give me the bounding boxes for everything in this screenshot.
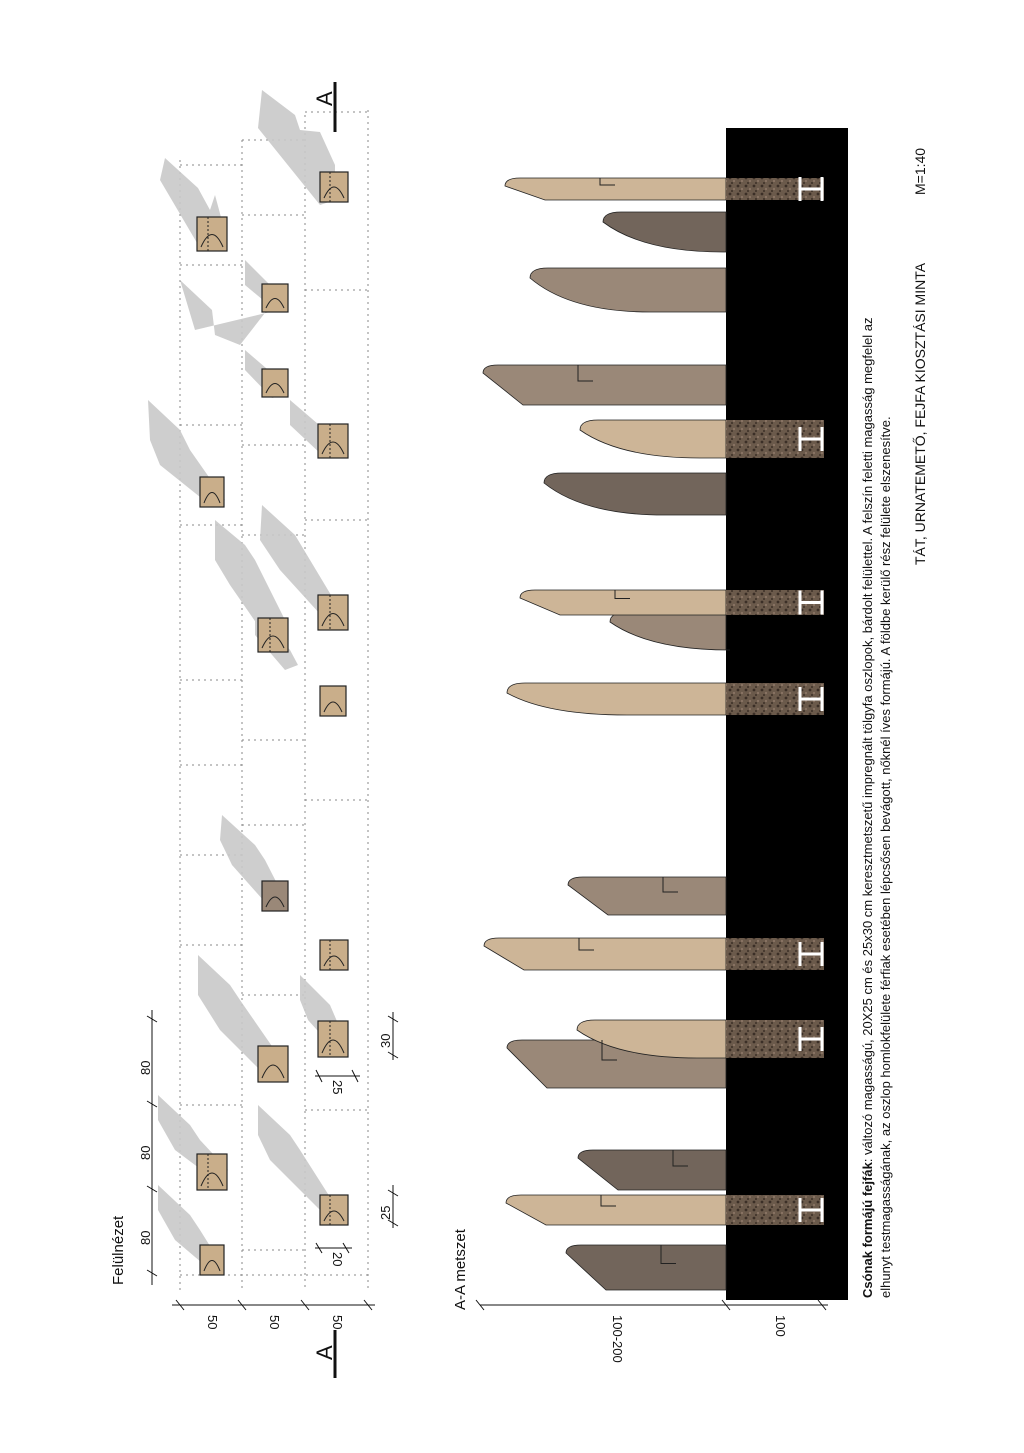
caption-line-1-text: : változó magasságú, 20X25 cm és 25x30 c… — [860, 317, 875, 1163]
post-anchor-mark — [798, 427, 824, 451]
row-dim-3: 50 — [330, 1315, 345, 1330]
headboard-section — [506, 682, 727, 716]
headboard-section — [519, 589, 727, 616]
headboard-section — [576, 1019, 727, 1059]
post-anchor-mark — [798, 177, 824, 201]
section-marker-top-label: A — [312, 91, 337, 106]
caption-bold-lead: Csónak formájú fejfák — [860, 1162, 875, 1298]
headboard-section — [505, 1194, 727, 1226]
headboard-section — [565, 1244, 727, 1291]
board-notch — [672, 1150, 688, 1167]
board-notch — [577, 365, 593, 382]
post-dim-25-b: 25 — [378, 1205, 393, 1220]
post-dim-30: 30 — [378, 1033, 393, 1048]
headboard-section — [543, 472, 727, 516]
plan-post-marks — [200, 172, 345, 1272]
section-dimensions — [475, 1299, 828, 1311]
post-anchor-mark — [798, 942, 824, 966]
headboard-section — [602, 211, 727, 253]
board-notch — [600, 1195, 616, 1207]
board-notch — [578, 938, 594, 951]
footer-scale: M=1:40 — [912, 147, 928, 195]
headboard-section — [482, 364, 727, 406]
plan-view-title: Felülnézet — [110, 1215, 127, 1285]
section-depth-dim: 100 — [773, 1315, 788, 1337]
post-anchor-mark — [798, 590, 824, 615]
section-boards — [482, 177, 731, 1291]
plan-grid — [179, 110, 369, 1290]
headboard-section — [483, 937, 727, 971]
column-dim-1: 80 — [138, 1060, 153, 1075]
board-notch — [601, 1040, 617, 1061]
headboard-section — [577, 1149, 727, 1191]
headboard-section — [609, 611, 731, 651]
headboard-section — [579, 419, 727, 459]
footer-title: TÁT, URNATEMETŐ, FEJFA KIOSZTÁSI MINTA — [912, 262, 928, 565]
section-height-dim: 100-200 — [610, 1315, 625, 1363]
board-notch — [599, 178, 615, 186]
post-dim-20: 20 — [330, 1252, 345, 1267]
post-anchor-mark — [798, 1027, 824, 1051]
caption-line-1: Csónak formájú fejfák: változó magasságú… — [860, 317, 875, 1298]
post-anchor-mark — [798, 687, 824, 711]
plan-dimensions — [146, 1010, 399, 1311]
board-notch — [662, 877, 678, 893]
column-dim-3: 80 — [138, 1230, 153, 1245]
charred-posts — [726, 177, 824, 1225]
row-dim-2: 50 — [267, 1315, 282, 1330]
plan-shadows — [148, 90, 345, 1268]
board-notch — [660, 1245, 676, 1264]
headboard-section — [504, 177, 727, 201]
section-marker-bottom-label: A — [312, 1345, 337, 1360]
board-notch — [614, 590, 630, 599]
caption-line-2: elhunyt testmagasságának, az oszlop homl… — [878, 416, 893, 1298]
section-view-title: A-A metszet — [452, 1229, 469, 1310]
column-dim-2: 80 — [138, 1145, 153, 1160]
post-dim-25-a: 25 — [330, 1080, 345, 1095]
post-anchor-mark — [798, 1198, 824, 1222]
headboard-section — [567, 876, 727, 916]
row-dim-1: 50 — [205, 1315, 220, 1330]
plan-posts — [196, 171, 349, 1276]
headboard-section — [529, 267, 727, 313]
